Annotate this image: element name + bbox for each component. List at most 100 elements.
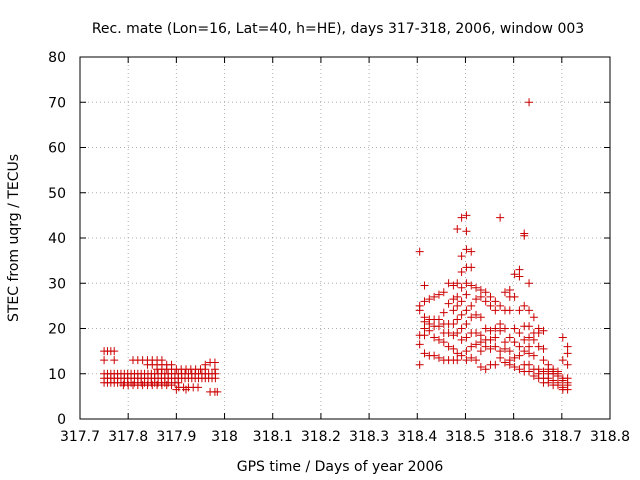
data-point <box>505 306 514 315</box>
data-point <box>496 213 505 222</box>
data-point <box>534 342 543 351</box>
data-point <box>462 279 471 288</box>
data-point <box>430 351 439 360</box>
grid-lines <box>80 57 610 419</box>
data-point <box>525 342 534 351</box>
data-point <box>520 335 529 344</box>
data-point <box>510 292 519 301</box>
data-point <box>534 329 543 338</box>
y-tick-label: 50 <box>48 186 66 202</box>
data-point <box>462 306 471 315</box>
data-point <box>415 247 424 256</box>
data-point <box>172 385 181 394</box>
data-point <box>515 351 524 360</box>
x-tick-label: 318.4 <box>397 429 437 445</box>
data-point <box>434 335 443 344</box>
data-point <box>476 347 485 356</box>
data-point <box>525 98 534 107</box>
data-point <box>515 365 524 374</box>
data-point <box>213 387 222 396</box>
data-point <box>510 362 519 371</box>
data-point <box>462 333 471 342</box>
data-point <box>486 344 495 353</box>
data-point <box>525 333 534 342</box>
data-point <box>539 344 548 353</box>
data-point <box>476 331 485 340</box>
data-point <box>444 299 453 308</box>
data-point <box>453 349 462 358</box>
data-point <box>420 331 429 340</box>
data-point <box>525 279 534 288</box>
data-point <box>491 306 500 315</box>
y-tick-label: 10 <box>48 367 66 383</box>
data-point <box>457 252 466 261</box>
data-point <box>491 360 500 369</box>
data-point <box>505 286 514 295</box>
data-point <box>425 319 434 328</box>
y-tick-label: 60 <box>48 141 66 157</box>
data-point <box>434 322 443 331</box>
data-point <box>472 310 481 319</box>
data-point <box>453 224 462 233</box>
data-point <box>457 335 466 344</box>
data-point <box>420 317 429 326</box>
data-point <box>434 290 443 299</box>
data-point <box>486 326 495 335</box>
data-point <box>515 272 524 281</box>
data-point <box>415 360 424 369</box>
data-point <box>500 338 509 347</box>
data-point <box>515 265 524 274</box>
data-point <box>453 301 462 310</box>
data-point <box>420 281 429 290</box>
data-point <box>467 313 476 322</box>
data-point <box>415 340 424 349</box>
data-point <box>520 231 529 240</box>
data-point <box>472 295 481 304</box>
data-point <box>457 324 466 333</box>
chart-title: Rec. mate (Lon=16, Lat=40, h=HE), days 3… <box>92 21 584 37</box>
x-tick-label: 317.7 <box>60 429 100 445</box>
data-point <box>430 292 439 301</box>
data-point <box>462 347 471 356</box>
data-point <box>453 329 462 338</box>
data-point <box>472 283 481 292</box>
data-point <box>486 335 495 344</box>
data-point <box>210 358 219 367</box>
data-point <box>563 342 572 351</box>
data-point <box>476 313 485 322</box>
data-point <box>529 335 538 344</box>
data-point <box>449 344 458 353</box>
data-point <box>563 360 572 369</box>
x-tick-labels: 317.7 317.8 317.9 318 318.1 318.2 318.3 318.4 31… <box>60 429 630 445</box>
data-point <box>420 324 429 333</box>
data-point <box>449 319 458 328</box>
data-point <box>476 362 485 371</box>
data-point <box>462 290 471 299</box>
data-point <box>462 245 471 254</box>
data-point <box>491 333 500 342</box>
data-point <box>563 349 572 358</box>
data-point <box>496 301 505 310</box>
data-point <box>425 295 434 304</box>
data-point <box>182 385 190 394</box>
data-point <box>453 356 462 365</box>
data-point <box>444 329 453 338</box>
data-point <box>472 340 481 349</box>
data-point <box>481 342 490 351</box>
data-point <box>563 385 572 394</box>
y-tick-labels: 0 10 20 30 40 50 60 70 80 <box>48 50 66 428</box>
data-point <box>510 270 519 279</box>
data-point <box>553 372 562 381</box>
data-point <box>515 306 524 315</box>
data-point <box>558 356 567 365</box>
data-point <box>525 367 534 376</box>
data-point <box>467 247 476 256</box>
data-point <box>457 267 466 276</box>
data-point <box>491 297 500 306</box>
data-point <box>201 365 210 374</box>
data-point <box>457 310 466 319</box>
x-tick-label: 318.1 <box>253 429 293 445</box>
x-tick-label: 318.2 <box>301 429 341 445</box>
